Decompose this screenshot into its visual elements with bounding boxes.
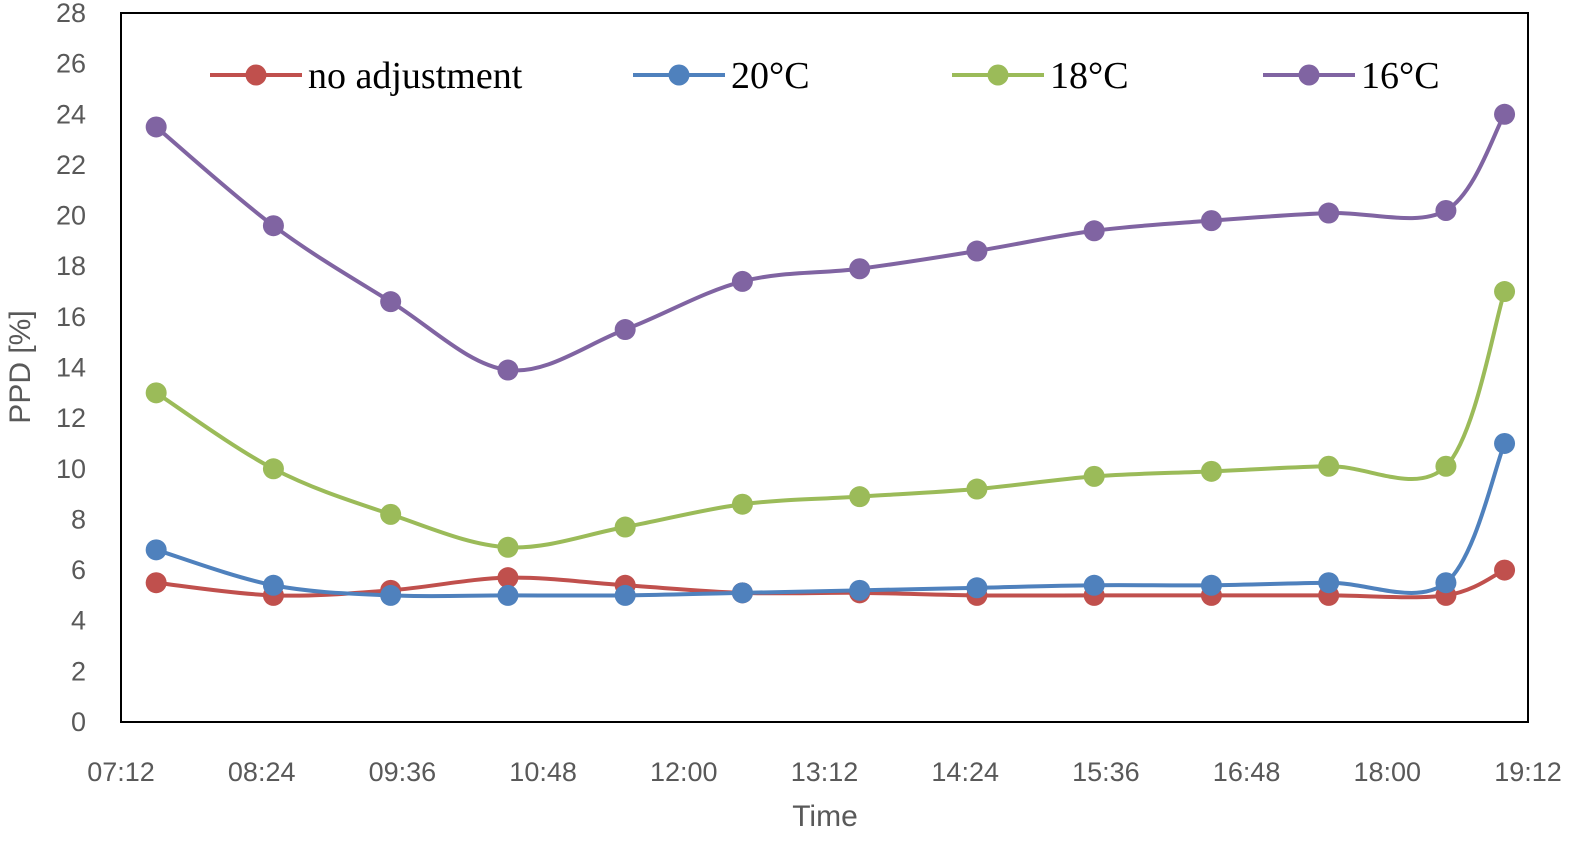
series-1 <box>146 433 1515 606</box>
y-tick-label: 16 <box>56 302 86 332</box>
data-point <box>146 116 167 137</box>
y-tick-label: 20 <box>56 201 86 231</box>
x-tick-label: 07:12 <box>87 757 155 787</box>
data-point <box>263 575 284 596</box>
x-tick-label: 14:24 <box>931 757 999 787</box>
x-tick-label: 13:12 <box>791 757 859 787</box>
data-point <box>615 319 636 340</box>
plot-area-border <box>121 13 1528 722</box>
legend-marker <box>669 65 690 86</box>
ppd-line-chart: 0246810121416182022242628 07:1208:2409:3… <box>0 0 1593 842</box>
y-tick-label: 24 <box>56 99 86 129</box>
series-2 <box>146 281 1515 558</box>
data-point <box>615 517 636 538</box>
data-point <box>1084 466 1105 487</box>
legend-marker <box>1299 65 1320 86</box>
legend-marker <box>246 65 267 86</box>
data-point <box>146 382 167 403</box>
data-point <box>1318 203 1339 224</box>
data-point <box>849 258 870 279</box>
series-3 <box>146 104 1515 381</box>
legend-label: 20°C <box>731 55 810 97</box>
x-tick-label: 10:48 <box>509 757 577 787</box>
data-point <box>1494 560 1515 581</box>
legend-marker <box>988 65 1009 86</box>
legend-item: no adjustment <box>210 55 523 97</box>
y-tick-label: 8 <box>71 504 86 534</box>
x-tick-label: 18:00 <box>1354 757 1422 787</box>
data-point <box>1201 575 1222 596</box>
y-tick-label: 22 <box>56 150 86 180</box>
y-tick-label: 4 <box>71 606 86 636</box>
data-point <box>497 585 518 606</box>
y-tick-label: 0 <box>71 707 86 737</box>
y-tick-label: 6 <box>71 555 86 585</box>
data-point <box>615 585 636 606</box>
data-point <box>849 486 870 507</box>
data-point <box>497 537 518 558</box>
data-point <box>497 360 518 381</box>
y-axis-ticks: 0246810121416182022242628 <box>56 0 86 737</box>
data-point <box>1201 210 1222 231</box>
data-point <box>146 539 167 560</box>
legend-label: 18°C <box>1050 55 1129 97</box>
series-line <box>156 292 1504 548</box>
data-point <box>1084 220 1105 241</box>
x-tick-label: 08:24 <box>228 757 296 787</box>
y-tick-label: 10 <box>56 454 86 484</box>
data-point <box>263 215 284 236</box>
y-tick-label: 18 <box>56 251 86 281</box>
x-axis-title: Time <box>792 800 858 833</box>
data-point <box>1435 200 1456 221</box>
x-tick-label: 09:36 <box>369 757 437 787</box>
data-point <box>1494 281 1515 302</box>
y-tick-label: 26 <box>56 49 86 79</box>
data-point <box>966 241 987 262</box>
legend-item: 18°C <box>952 55 1129 97</box>
data-point <box>1435 572 1456 593</box>
data-point <box>1494 433 1515 454</box>
x-tick-label: 12:00 <box>650 757 718 787</box>
x-tick-label: 19:12 <box>1494 757 1562 787</box>
data-point <box>263 458 284 479</box>
data-point <box>732 582 753 603</box>
series-line <box>156 114 1504 370</box>
y-tick-label: 14 <box>56 353 86 383</box>
legend-item: 16°C <box>1263 55 1440 97</box>
legend-label: no adjustment <box>308 55 523 97</box>
x-axis-ticks: 07:12 08:24 09:36 10:48 12:00 13:12 14:24 15:36… <box>87 757 1562 787</box>
data-point <box>1494 104 1515 125</box>
data-point <box>732 271 753 292</box>
legend-item: 20°C <box>633 55 810 97</box>
y-tick-label: 28 <box>56 0 86 28</box>
data-point <box>380 504 401 525</box>
data-point <box>380 585 401 606</box>
data-point <box>1318 572 1339 593</box>
y-tick-label: 2 <box>71 656 86 686</box>
data-point <box>1201 461 1222 482</box>
legend: no adjustment 20°C 18°C 16°C <box>210 55 1440 97</box>
data-point <box>380 291 401 312</box>
data-point <box>1084 575 1105 596</box>
data-point <box>849 580 870 601</box>
data-point <box>1435 456 1456 477</box>
y-tick-label: 12 <box>56 403 86 433</box>
y-axis-title: PPD [%] <box>4 310 37 423</box>
data-point <box>146 572 167 593</box>
data-point <box>966 577 987 598</box>
data-point <box>732 494 753 515</box>
data-point <box>1318 456 1339 477</box>
x-tick-label: 15:36 <box>1072 757 1140 787</box>
legend-label: 16°C <box>1361 55 1440 97</box>
data-point <box>966 479 987 500</box>
x-tick-label: 16:48 <box>1213 757 1281 787</box>
series-layer <box>146 104 1515 606</box>
